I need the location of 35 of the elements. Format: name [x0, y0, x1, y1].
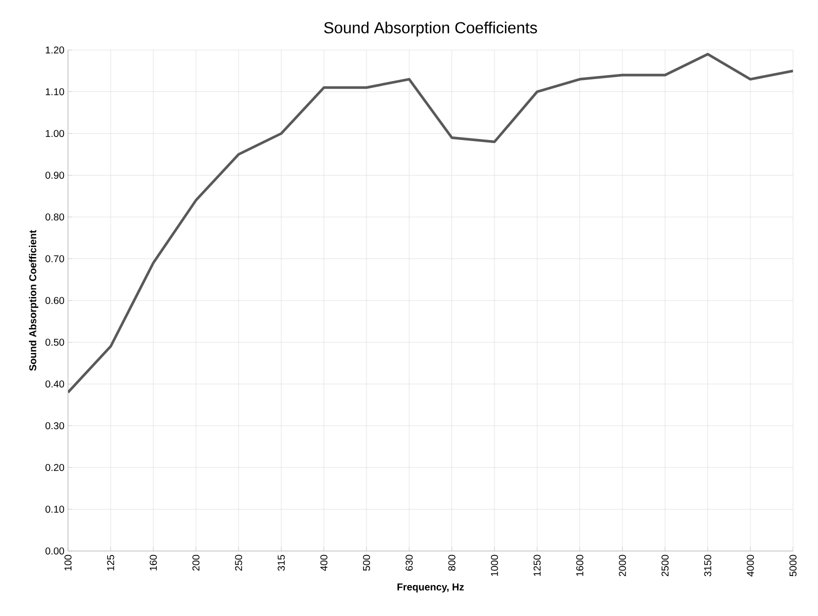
x-tick-label: 1600 — [576, 554, 584, 576]
x-tick-label: 1250 — [534, 554, 541, 576]
x-axis-title: Frequency, Hz — [398, 584, 464, 592]
y-axis-title: Sound Absorption Coefficient — [28, 230, 38, 371]
x-tick-label: 200 — [192, 554, 200, 571]
x-tick-label: 160 — [150, 554, 157, 570]
x-tick-label: 400 — [320, 554, 328, 571]
y-tick-label: 0.50 — [45, 338, 64, 346]
y-tick-label: 0.60 — [45, 296, 64, 304]
x-tick-label: 3150 — [704, 554, 712, 576]
line-series — [68, 52, 794, 394]
x-tick-label: 125 — [107, 554, 114, 570]
x-tick-label: 315 — [278, 554, 285, 571]
y-tick-label: 0.30 — [45, 422, 64, 430]
y-tick-label: 0.90 — [45, 172, 64, 179]
x-tick-label: 2500 — [662, 554, 669, 576]
x-tick-label: 100 — [64, 554, 72, 570]
x-tick-label: 250 — [235, 554, 242, 571]
x-tick-label: 2000 — [618, 554, 626, 576]
x-tick-label: 500 — [363, 554, 370, 571]
x-tick-label: 1000 — [490, 554, 498, 576]
chart-title: Sound Absorption Coefficients — [324, 22, 537, 36]
y-tick-label: 0.70 — [45, 255, 64, 262]
y-tick-label: 0.80 — [45, 213, 64, 221]
y-tick-label: 0.00 — [45, 547, 64, 555]
y-tick-label: 1.00 — [46, 130, 64, 138]
x-tick-label: 5000 — [789, 554, 797, 576]
y-tick-label: 1.20 — [46, 46, 64, 54]
y-tick-label: 0.40 — [45, 380, 64, 388]
y-tick-label: 1.10 — [46, 88, 64, 96]
y-tick-label: 0.20 — [45, 464, 64, 472]
x-tick-label: 630 — [406, 554, 413, 571]
y-tick-label: 0.10 — [45, 506, 64, 513]
x-tick-label: 4000 — [746, 554, 754, 576]
x-tick-label: 800 — [448, 554, 456, 571]
